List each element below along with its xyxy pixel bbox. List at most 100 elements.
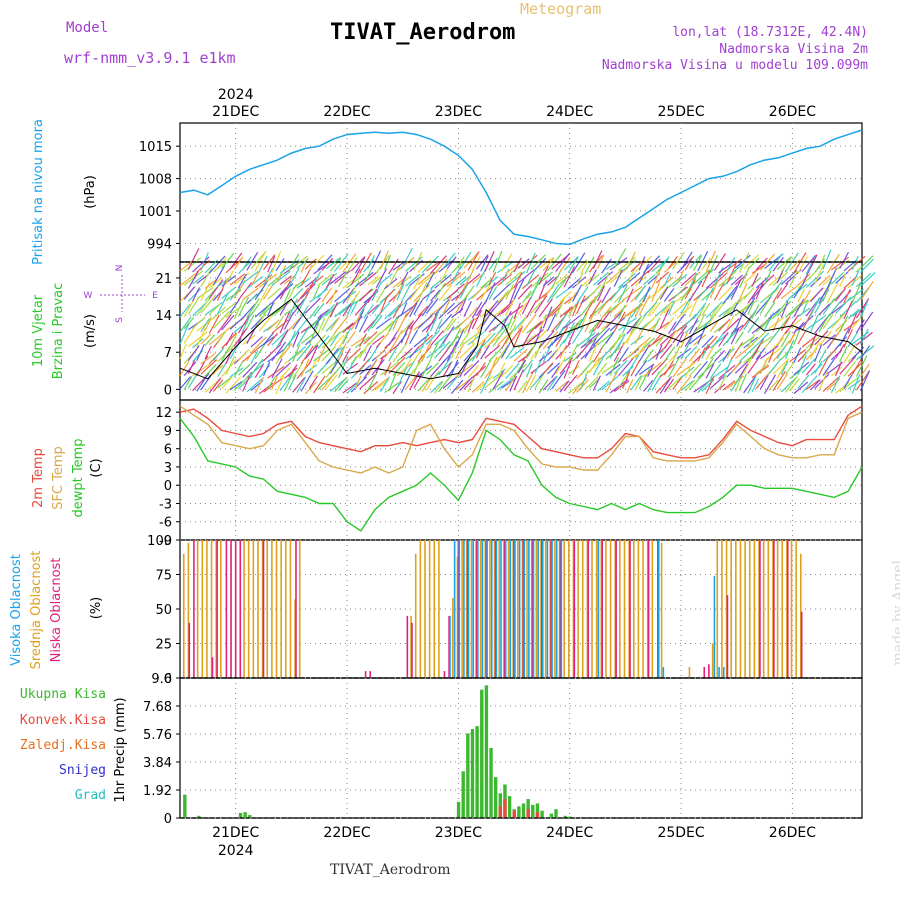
wind-barb — [426, 261, 440, 272]
wind-barb — [246, 275, 264, 290]
wind-barb — [367, 371, 379, 391]
wind-barb — [634, 255, 653, 273]
wind-barb — [689, 333, 703, 345]
wind-barb — [789, 270, 798, 288]
wind-barb — [718, 318, 731, 332]
wind-barb — [830, 366, 843, 377]
wind-barb — [780, 256, 793, 273]
wind-barb — [571, 326, 584, 344]
wind-barb — [446, 318, 457, 331]
wind-barb — [417, 271, 434, 285]
frozen-precip-legend: Zaledj.Kisa — [20, 738, 106, 753]
wind-barb — [480, 255, 489, 272]
wind-barb — [759, 374, 769, 390]
wind-barb — [200, 352, 216, 365]
wind-barb — [246, 363, 265, 378]
wind-barb — [288, 298, 298, 319]
wind-barb — [405, 273, 421, 287]
wind-barb — [317, 346, 326, 363]
wind-barb — [271, 319, 289, 334]
wind-barb — [776, 373, 789, 390]
wind-barb — [772, 271, 789, 287]
wind-barb — [338, 355, 349, 379]
wind-barb — [563, 315, 581, 329]
wind-barb — [592, 327, 611, 347]
wind-barb — [643, 337, 655, 349]
wind-barb — [839, 376, 859, 393]
wind-barb — [317, 281, 333, 299]
wind-barb — [651, 266, 663, 288]
wind-barb — [354, 256, 366, 274]
wind-barb — [743, 271, 757, 284]
wind-barb — [714, 349, 726, 362]
wind-barb — [688, 296, 700, 318]
wind-barb — [668, 357, 680, 378]
pressure-tick-label: 994 — [147, 237, 172, 252]
wind-barb — [701, 335, 714, 349]
wind-barb — [534, 295, 548, 314]
wind-barb — [563, 352, 577, 362]
wind-barb — [697, 250, 709, 272]
wind-barb — [810, 287, 824, 303]
wind-barb — [467, 318, 475, 333]
wind-barb — [404, 326, 414, 345]
wind-barb — [609, 257, 628, 271]
wind-barb — [680, 298, 691, 315]
wind-barb — [718, 374, 727, 390]
wind-barb — [860, 272, 876, 287]
wind-barb — [459, 376, 474, 392]
wind-barb — [338, 301, 357, 316]
wind-barb — [371, 377, 389, 392]
date-label-top: 23DEC — [435, 104, 482, 120]
wind-barb — [843, 328, 853, 348]
total-precip-bar — [549, 813, 554, 818]
wind-barb — [187, 358, 196, 375]
wind-barb — [359, 288, 373, 302]
wind-barb — [208, 314, 220, 334]
wind-barb — [839, 315, 849, 333]
wind-barb — [672, 251, 685, 270]
wind-barb — [392, 301, 403, 319]
wind-barb — [400, 374, 411, 394]
wind-barb — [776, 360, 789, 379]
wind-barb — [254, 340, 268, 360]
wind-barb — [463, 285, 475, 301]
wind-barb — [350, 310, 364, 331]
wind-barb — [346, 347, 361, 362]
wind-barb — [359, 252, 372, 274]
wind-barb — [308, 322, 320, 345]
wind-barb — [805, 379, 819, 390]
wind-barb — [296, 287, 310, 303]
wind-barb — [738, 373, 747, 391]
wind-barb — [459, 283, 469, 299]
wind-barb — [780, 360, 789, 375]
wind-barb — [233, 256, 244, 270]
wind-barb — [764, 270, 772, 286]
wind-barb — [722, 380, 736, 391]
wind-barb — [730, 328, 740, 345]
wind-barb — [350, 290, 361, 304]
wind-barb — [225, 270, 234, 284]
temp-tick-label: -9 — [159, 534, 172, 549]
model-name: wrf-nmm_v3.9.1 e1km — [64, 49, 236, 67]
wind-barb — [567, 291, 578, 305]
wind-barb — [388, 357, 406, 374]
wind-barb — [471, 283, 487, 299]
wind-barb — [684, 379, 696, 392]
wind-barb — [809, 300, 820, 316]
wind-barb — [309, 254, 325, 270]
wind-barb — [455, 317, 468, 331]
wind-barb — [567, 277, 582, 290]
total-precip-bar — [248, 815, 252, 818]
wind-barb — [642, 286, 651, 303]
wind-barb — [701, 288, 715, 301]
wind-barb — [776, 256, 792, 270]
wind-barb — [496, 289, 510, 304]
wind-barb — [258, 364, 271, 379]
wind-barb — [467, 273, 481, 285]
wind-barb — [413, 252, 423, 271]
wind-barb — [450, 265, 462, 285]
wind-barb — [187, 270, 200, 289]
wind-barb — [697, 305, 706, 319]
wind-barb — [329, 316, 340, 331]
